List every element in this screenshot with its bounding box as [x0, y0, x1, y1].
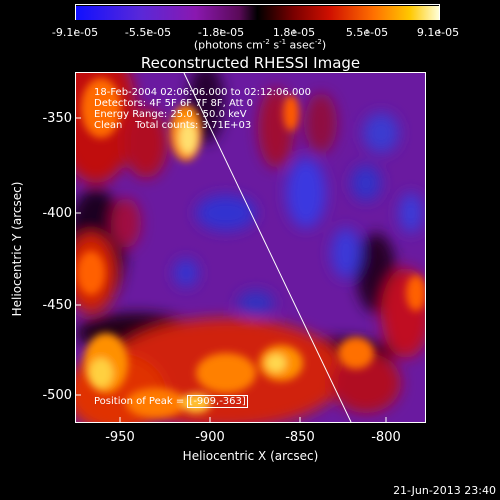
x-tick-label: -900 [195, 430, 225, 445]
y-axis-label: Heliocentric Y (arcsec) [10, 181, 24, 317]
detectors-info: Detectors: 4F 5F 6F 7F 8F, Att 0 [94, 98, 254, 109]
colorbar-tick-label: -1.8e-05 [197, 26, 245, 39]
colorbar-tick-label: -5.5e-05 [124, 26, 172, 39]
y-tick-label: -500 [42, 388, 72, 403]
colorbar-tick-label: 5.5e-05 [345, 26, 389, 39]
peak-value: [-909,-363] [187, 395, 248, 408]
x-tick-label: -950 [105, 430, 135, 445]
rhessi-image [75, 72, 426, 423]
clean-total-counts: Clean Total counts: 3.71E+03 [94, 120, 252, 131]
energy-range: Energy Range: 25.0 - 50.0 keV [94, 109, 247, 120]
x-tick-label: -850 [285, 430, 315, 445]
y-tick-label: -450 [42, 298, 72, 313]
colorbar-tick-label: 9.1e-05 [416, 26, 460, 39]
x-tick-label: -800 [371, 430, 401, 445]
colorbar-tick-label: -9.1e-05 [51, 26, 99, 39]
y-tick-label: -400 [42, 206, 72, 221]
colorbar-ticks [74, 20, 440, 34]
colorbar-units: (photons cm-2 s-1 asec-2) [193, 38, 327, 52]
axis-ticks [65, 72, 437, 434]
colorbar [75, 4, 440, 20]
peak-label: Position of Peak = [94, 396, 188, 407]
observation-time: 18-Feb-2004 02:06:06.000 to 02:12:06.000 [94, 87, 312, 98]
peak-position: Position of Peak = [-909,-363] [94, 395, 248, 408]
x-axis-label: Heliocentric X (arcsec) [182, 449, 319, 463]
footer-timestamp: 21-Jun-2013 23:40 [393, 484, 496, 497]
y-tick-label: -350 [42, 111, 72, 126]
image-title: Reconstructed RHESSI Image [140, 54, 361, 72]
colorbar-tick-label: 1.8e-05 [272, 26, 316, 39]
colorbar-gradient [76, 6, 439, 20]
